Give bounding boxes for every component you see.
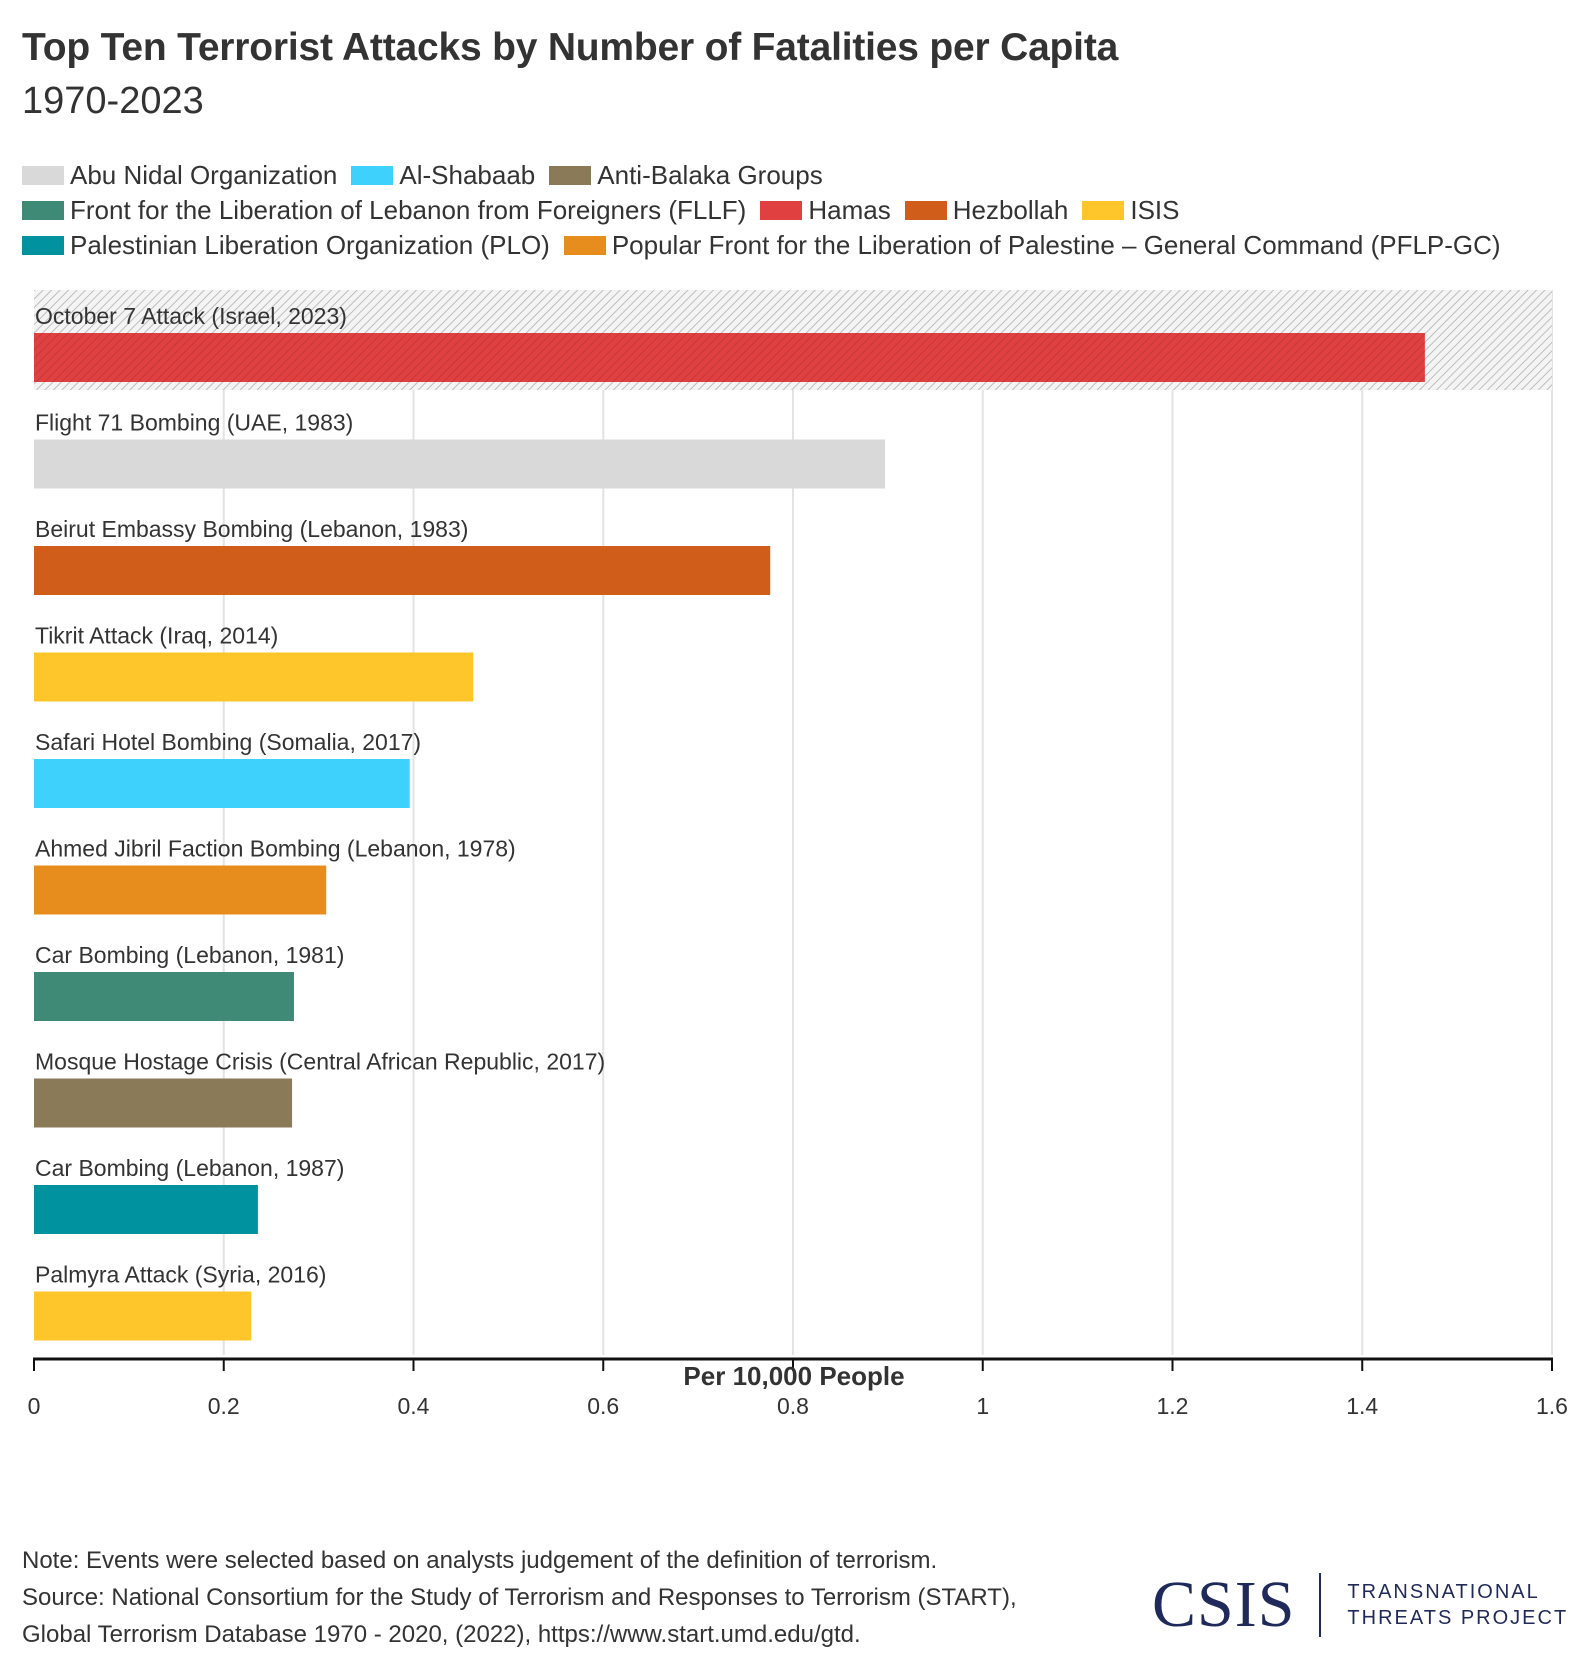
legend-item: Anti-Balaka Groups — [549, 160, 823, 191]
category-label: Mosque Hostage Crisis (Central African R… — [35, 1049, 605, 1075]
category-label: Flight 71 Bombing (UAE, 1983) — [35, 410, 353, 436]
legend: Abu Nidal Organization Al-Shabaab Anti-Bal… — [22, 158, 1562, 263]
legend-swatch — [22, 236, 64, 255]
chart-title: Top Ten Terrorist Attacks by Number of F… — [22, 26, 1119, 69]
legend-label: Front for the Liberation of Lebanon from… — [70, 195, 747, 225]
x-tick-label: 0.6 — [587, 1393, 619, 1419]
legend-row: Palestinian Liberation Organization (PLO… — [22, 228, 1562, 263]
logo-line-1: TRANSNATIONAL — [1347, 1581, 1540, 1603]
x-tick-label: 0.2 — [208, 1393, 240, 1419]
legend-row: Front for the Liberation of Lebanon from… — [22, 193, 1562, 228]
legend-label: Abu Nidal Organization — [70, 160, 338, 190]
legend-label: Hezbollah — [952, 195, 1069, 225]
x-tick-label: 0 — [28, 1393, 41, 1419]
x-tick-label: 1 — [976, 1393, 989, 1419]
category-label: Ahmed Jibril Faction Bombing (Lebanon, 1… — [35, 836, 516, 862]
legend-label: Popular Front for the Liberation of Pale… — [611, 230, 1501, 260]
x-tick-label: 1.6 — [1536, 1393, 1568, 1419]
category-label: Beirut Embassy Bombing (Lebanon, 1983) — [35, 516, 468, 542]
x-tick-label: 0.4 — [398, 1393, 430, 1419]
legend-swatch — [351, 166, 394, 185]
bar — [34, 1291, 252, 1341]
legend-item: ISIS — [1082, 195, 1179, 226]
x-tick-label: 1.2 — [1157, 1393, 1189, 1419]
category-label: Safari Hotel Bombing (Somalia, 2017) — [35, 729, 421, 755]
x-axis: 0 0.2 0.4 0.6 0.8 1 1.2 1.4 1.6 — [28, 1357, 1568, 1419]
bar — [34, 1078, 293, 1128]
legend-swatch — [904, 201, 947, 220]
source-text-line-2: Global Terrorism Database 1970 - 2020, (… — [22, 1621, 861, 1648]
logo-project-name: TRANSNATIONAL THREATS PROJECT — [1347, 1579, 1568, 1631]
note-text: Note: Events were selected based on anal… — [22, 1547, 938, 1574]
csis-logo: CSIS TRANSNATIONAL THREATS PROJECT — [1152, 1560, 1572, 1650]
legend-label: Anti-Balaka Groups — [597, 160, 823, 190]
legend-swatch — [549, 166, 592, 185]
chart-subtitle: 1970-2023 — [22, 80, 204, 122]
legend-item: Front for the Liberation of Lebanon from… — [22, 195, 746, 226]
bar-chart: October 7 Attack (Israel, 2023) Flight 71… — [28, 290, 1568, 1419]
bar — [34, 865, 327, 915]
legend-item: Hamas — [760, 195, 891, 226]
category-label: Car Bombing (Lebanon, 1981) — [35, 942, 344, 968]
legend-label: Palestinian Liberation Organization (PLO… — [70, 230, 550, 260]
bar — [34, 1185, 258, 1234]
logo-divider — [1319, 1573, 1322, 1637]
legend-label: Al-Shabaab — [399, 160, 536, 190]
bar — [34, 972, 294, 1021]
legend-label: ISIS — [1130, 195, 1180, 225]
legend-swatch — [22, 166, 64, 185]
bar — [34, 652, 474, 702]
legend-swatch — [22, 201, 64, 220]
legend-swatch — [563, 236, 606, 255]
legend-item: Al-Shabaab — [351, 160, 535, 191]
x-tick-label: 1.4 — [1346, 1393, 1378, 1419]
legend-swatch — [1082, 201, 1125, 220]
bar — [34, 439, 886, 489]
bar-highlight-texture — [34, 333, 1425, 382]
category-label: Car Bombing (Lebanon, 1987) — [35, 1155, 344, 1181]
category-label: Tikrit Attack (Iraq, 2014) — [35, 623, 278, 649]
logo-wordmark: CSIS — [1152, 1568, 1296, 1641]
legend-item: Hezbollah — [904, 195, 1069, 226]
bars: October 7 Attack (Israel, 2023) Flight 71… — [34, 290, 1552, 1341]
bar — [34, 546, 771, 595]
footnote: Note: Events were selected based on anal… — [22, 1542, 1142, 1653]
legend-item: Abu Nidal Organization — [22, 160, 337, 191]
bar — [34, 759, 410, 808]
category-label: October 7 Attack (Israel, 2023) — [35, 303, 347, 329]
legend-row: Abu Nidal Organization Al-Shabaab Anti-Bal… — [22, 158, 1562, 193]
legend-item: Palestinian Liberation Organization (PLO… — [22, 230, 550, 261]
x-tick-label: 0.8 — [777, 1393, 809, 1419]
legend-swatch — [760, 201, 803, 220]
category-label: Palmyra Attack (Syria, 2016) — [35, 1262, 326, 1288]
legend-item: Popular Front for the Liberation of Pale… — [563, 230, 1501, 261]
x-axis-label: Per 10,000 People — [683, 1361, 904, 1391]
source-text-line-1: Source: National Consortium for the Stud… — [22, 1584, 1017, 1611]
legend-label: Hamas — [808, 195, 891, 225]
logo-line-2: THREATS PROJECT — [1347, 1607, 1569, 1629]
